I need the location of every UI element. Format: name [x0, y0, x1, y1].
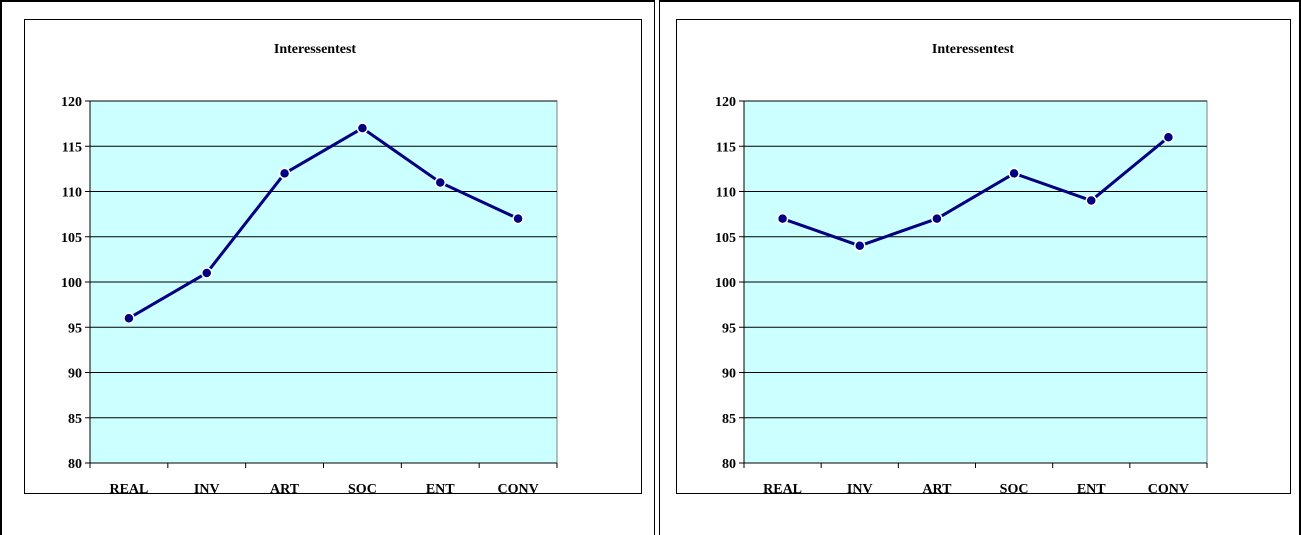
y-tick-label: 115 [62, 140, 82, 155]
y-tick-label: 115 [716, 140, 736, 155]
data-point-real [776, 212, 789, 225]
x-tick-label-soc: SOC [1000, 482, 1029, 497]
y-tick-label: 80 [68, 457, 82, 472]
line-chart-left: Interessentest 80 85 90 95 100 105 110 115 120 REA… [61, 42, 558, 497]
x-tick-label-soc: SOC [348, 482, 377, 497]
chart-cell-left: Interessentest 80 85 90 95 100 105 110 115 120 REA… [0, 0, 655, 535]
y-tick-label: 110 [716, 186, 736, 201]
x-tick-label-inv: INV [847, 482, 873, 497]
x-tick-label-real: REAL [763, 482, 802, 497]
data-point-conv [512, 212, 524, 225]
y-tick-label: 100 [61, 276, 82, 291]
y-tick-label: 105 [61, 231, 82, 246]
x-tick-label-conv: CONV [497, 482, 538, 497]
chart-title: Interessentest [932, 42, 1015, 57]
line-chart-right: Interessentest 80 85 90 95 100 105 110 115 120 REA… [715, 42, 1208, 497]
x-tick-label-art: ART [270, 482, 300, 497]
y-tick-label: 120 [715, 95, 736, 110]
data-point-inv [854, 240, 866, 252]
series-line [128, 126, 519, 320]
x-tick-label-conv: CONV [1148, 482, 1189, 497]
data-point-ent [434, 176, 446, 189]
data-point-real [123, 312, 135, 324]
data-point-art [278, 167, 291, 180]
chart-area-left: Interessentest 80 85 90 95 100 105 110 115 120 REA… [24, 19, 642, 497]
data-point-inv [201, 267, 213, 279]
y-tick-label: 100 [715, 276, 736, 291]
data-point-conv [1162, 131, 1175, 143]
x-tick-label-ent: ENT [426, 482, 455, 497]
y-tick-label: 90 [722, 367, 736, 382]
series-line [782, 136, 1170, 248]
chart-cell-right: Interessentest 80 85 90 95 100 105 110 115 120 REA… [659, 0, 1301, 535]
chart-area-right: Interessentest 80 85 90 95 100 105 110 115 120 REA… [676, 19, 1291, 497]
y-tick-label: 120 [61, 95, 82, 110]
x-tick-label-inv: INV [194, 482, 220, 497]
y-tick-label: 80 [722, 457, 736, 472]
y-tick-label: 90 [68, 367, 82, 382]
y-tick-label: 95 [722, 321, 736, 336]
y-tick-label: 85 [722, 412, 736, 427]
data-point-ent [1085, 194, 1097, 207]
y-tick-label: 105 [715, 231, 736, 246]
y-tick-label: 85 [68, 412, 82, 427]
data-point-soc [356, 122, 369, 134]
chart-title: Interessentest [274, 42, 357, 57]
x-tick-label-real: REAL [109, 482, 148, 497]
y-tick-label: 110 [62, 186, 82, 201]
x-tick-label-ent: ENT [1077, 482, 1106, 497]
x-tick-label-art: ART [922, 482, 952, 497]
data-point-soc [1008, 167, 1020, 180]
y-tick-label: 95 [68, 321, 82, 336]
data-point-art [931, 212, 943, 225]
